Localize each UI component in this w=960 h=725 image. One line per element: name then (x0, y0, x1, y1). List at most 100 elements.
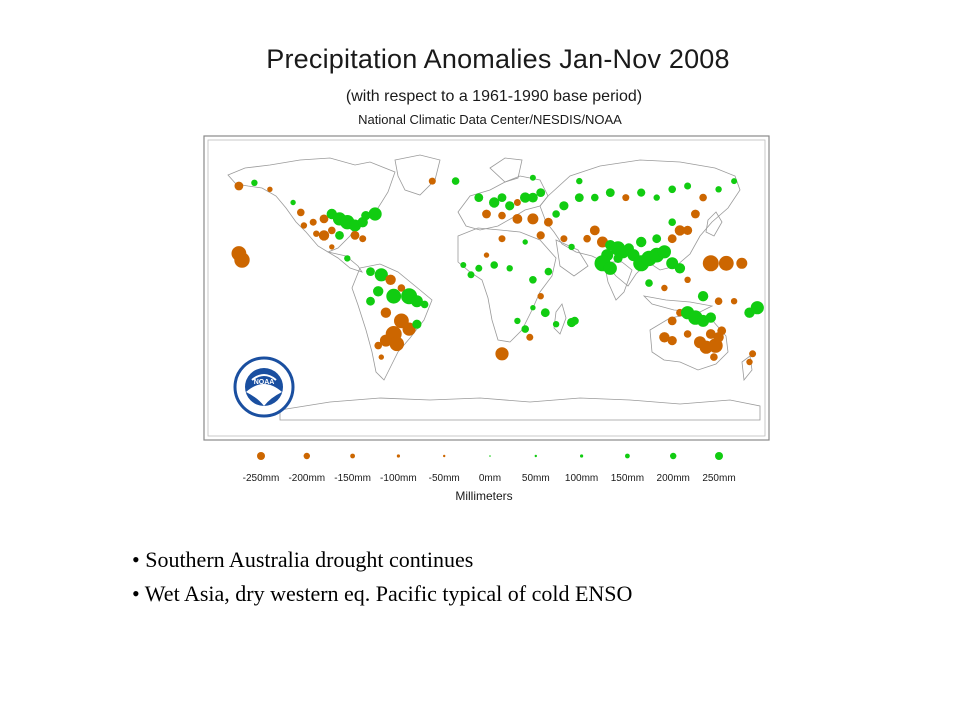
dry-station-marker (379, 334, 392, 347)
wet-station-marker (645, 279, 653, 287)
dry-station-marker (397, 284, 406, 292)
legend-label: 50mm (522, 473, 550, 484)
dry-station-marker (684, 276, 691, 283)
wet-station-marker (637, 188, 646, 197)
wet-station-marker (570, 316, 579, 325)
dry-station-marker (705, 329, 716, 339)
map-subtitle: (with respect to a 1961-1990 base period… (345, 88, 643, 105)
wet-station-marker (705, 312, 716, 323)
dry-station-marker (583, 234, 591, 243)
wet-station-marker (361, 211, 371, 221)
legend-label: -200mm (288, 473, 325, 484)
wet-station-marker (668, 218, 676, 226)
dry-station-marker (661, 284, 668, 292)
legend-swatch (257, 452, 265, 460)
station-markers (231, 174, 764, 366)
wet-station-marker (750, 301, 764, 315)
dry-station-marker (428, 177, 436, 185)
dry-station-marker (267, 186, 273, 192)
dry-station-marker (691, 209, 700, 219)
wet-station-marker (451, 177, 460, 185)
wet-station-marker (559, 201, 569, 211)
legend-label: 250mm (702, 473, 735, 484)
wet-station-marker (529, 174, 536, 181)
indonesia-outline (642, 295, 714, 313)
wet-station-marker (731, 178, 738, 185)
dry-station-marker (702, 255, 719, 272)
dry-station-marker (718, 255, 734, 271)
wet-station-marker (412, 319, 422, 329)
south-america-outline (351, 263, 433, 381)
wet-station-marker (528, 192, 538, 203)
bullet-2: • Wet Asia, dry western eq. Pacific typi… (132, 581, 633, 606)
dry-station-marker (234, 252, 250, 268)
dry-station-marker (659, 332, 670, 343)
legend-swatch (396, 454, 400, 458)
wet-station-marker (522, 239, 528, 245)
wet-station-marker (652, 234, 662, 244)
dry-station-marker (482, 209, 491, 219)
wet-station-marker (529, 276, 537, 284)
wet-station-marker (460, 262, 467, 268)
legend-swatch (670, 452, 677, 460)
wet-station-marker (373, 286, 384, 297)
wet-station-marker (552, 321, 560, 328)
legend-label: -150mm (334, 473, 371, 484)
dry-station-marker (389, 336, 404, 352)
dry-station-marker (736, 257, 748, 269)
dry-station-marker (513, 199, 521, 206)
wet-station-marker (568, 243, 575, 251)
dry-station-marker (536, 231, 545, 240)
dry-station-marker (526, 333, 534, 341)
wet-station-marker (386, 288, 402, 304)
dry-station-marker (385, 274, 396, 285)
legend-swatch (489, 455, 491, 457)
legend-label: -100mm (380, 473, 417, 484)
dry-station-marker (319, 214, 329, 224)
noaa-logo-text: NOAA (254, 379, 275, 386)
wet-station-marker (613, 253, 623, 263)
legend-swatch (303, 452, 310, 460)
dry-station-marker (402, 322, 416, 336)
legend-swatch (580, 454, 584, 458)
wet-station-marker (697, 291, 709, 302)
wet-station-marker (506, 265, 513, 272)
wet-station-marker (684, 182, 692, 190)
scandinavia-outline (489, 157, 523, 183)
dry-station-marker (544, 217, 553, 227)
dry-station-marker (667, 336, 677, 346)
dry-station-marker (374, 341, 383, 350)
wet-station-marker (514, 317, 521, 325)
africa-outline (457, 227, 557, 343)
wet-station-marker (467, 271, 475, 279)
map-source: National Climatic Data Center/NESDIS/NOA… (358, 112, 622, 127)
dry-station-marker (667, 316, 677, 326)
dry-station-marker (667, 234, 677, 244)
dry-station-marker (234, 181, 244, 191)
dry-station-marker (318, 230, 330, 241)
map-title: Precipitation Anomalies Jan-Nov 2008 (266, 44, 730, 74)
wet-station-marker (489, 197, 500, 208)
wet-station-marker (603, 261, 617, 275)
dry-station-marker (495, 347, 509, 361)
wet-station-marker (544, 267, 553, 276)
wet-station-marker (474, 193, 484, 203)
wet-station-marker (574, 193, 584, 203)
dry-station-marker (730, 298, 738, 305)
wet-station-marker (490, 261, 499, 269)
wet-station-marker (636, 236, 647, 248)
wet-station-marker (668, 185, 676, 194)
wet-station-marker (368, 207, 382, 221)
wet-station-marker (715, 186, 722, 193)
wet-station-marker (410, 295, 423, 308)
legend-label: -250mm (243, 473, 280, 484)
dry-station-marker (483, 252, 490, 258)
wet-station-marker (657, 245, 672, 259)
dry-station-marker (328, 226, 336, 235)
wet-station-marker (530, 305, 536, 311)
wet-station-marker (335, 231, 344, 240)
land-outlines (227, 154, 761, 421)
wet-station-marker (420, 300, 429, 309)
legend-swatch (350, 453, 355, 459)
